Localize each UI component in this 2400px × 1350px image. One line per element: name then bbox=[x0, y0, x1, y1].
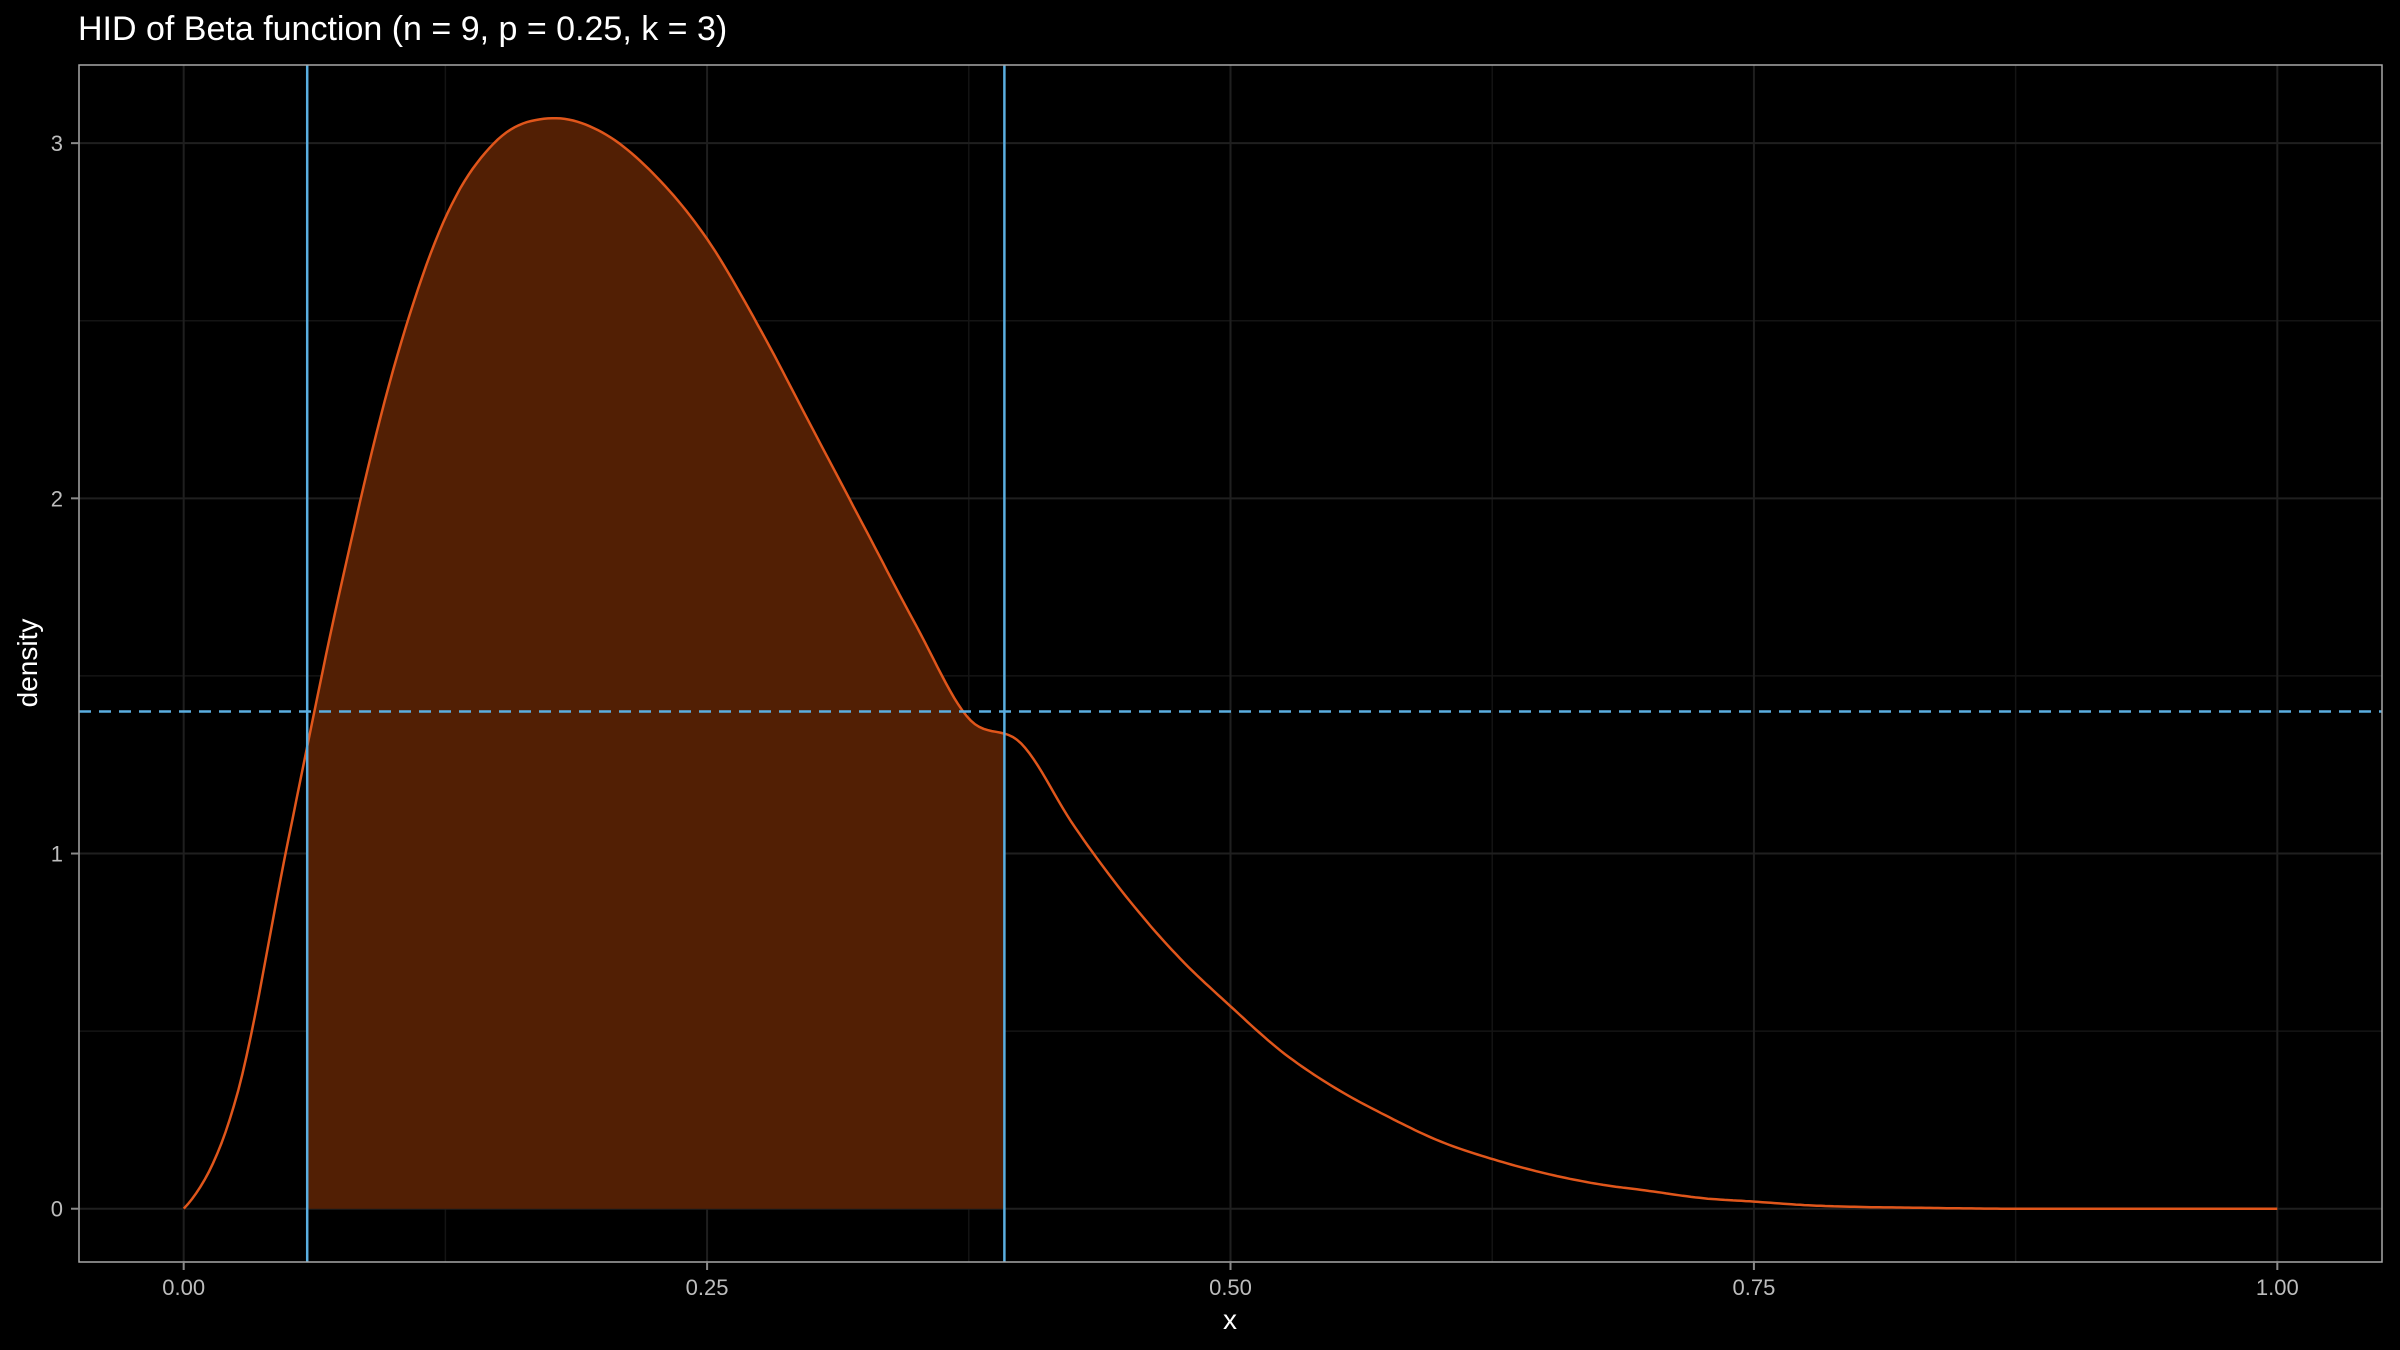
density-curve-layer bbox=[182, 116, 2278, 1210]
x-tick-label: 0.25 bbox=[686, 1275, 729, 1300]
chart-title: HID of Beta function (n = 9, p = 0.25, k… bbox=[78, 10, 727, 48]
x-tick-label: 0.50 bbox=[1209, 1275, 1252, 1300]
y-axis-title: density bbox=[12, 619, 43, 708]
y-tick-label: 2 bbox=[51, 486, 63, 511]
y-tick-label: 0 bbox=[51, 1197, 63, 1222]
x-tick-label: 0.00 bbox=[162, 1275, 205, 1300]
y-tick-label: 3 bbox=[51, 131, 63, 156]
hid-area bbox=[307, 118, 1005, 1209]
x-tick-label: 1.00 bbox=[2256, 1275, 2299, 1300]
hid-fill-layer bbox=[307, 118, 1005, 1209]
density-curve bbox=[182, 116, 2278, 1210]
axis-ticks: 0.00 0.25 0.50 0.75 1.00 0 1 2 3 bbox=[51, 131, 2299, 1300]
x-axis-title: x bbox=[1223, 1304, 1237, 1335]
x-tick-label: 0.75 bbox=[1732, 1275, 1775, 1300]
y-tick-label: 1 bbox=[51, 842, 63, 867]
hid-reference-lines bbox=[79, 65, 2382, 1262]
